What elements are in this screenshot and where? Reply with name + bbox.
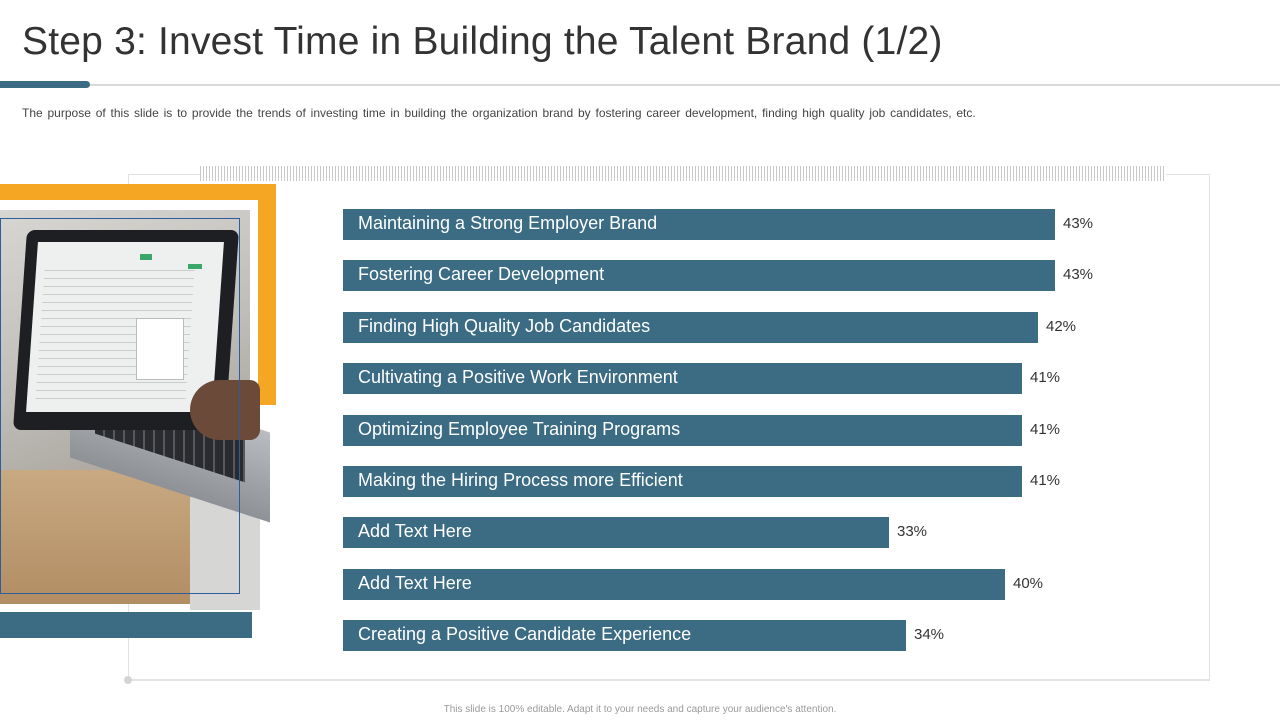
bar-value-label: 40%	[1013, 575, 1044, 592]
frame-dot	[124, 676, 132, 684]
screen-button	[140, 254, 152, 260]
bar	[343, 363, 1022, 394]
bar-label: Add Text Here	[358, 573, 472, 593]
bar-label: Creating a Positive Candidate Experience	[358, 624, 692, 644]
photo-border	[0, 218, 240, 594]
bar	[343, 260, 1055, 291]
slide-footer: This slide is 100% editable. Adapt it to…	[443, 704, 837, 715]
bar	[343, 569, 1005, 600]
title-rule	[0, 84, 1280, 86]
bar-label: Fostering Career Development	[358, 264, 605, 284]
bar-value-label: 42%	[1046, 318, 1077, 335]
frame-bottom-line	[128, 680, 1210, 681]
slide-subtitle: The purpose of this slide is to provide …	[22, 106, 976, 120]
bar-value-label: 43%	[1063, 266, 1094, 283]
bar-label: Finding High Quality Job Candidates	[358, 316, 651, 336]
bar	[343, 209, 1055, 240]
bar-label: Maintaining a Strong Employer Brand	[358, 213, 658, 233]
bar-value-label: 34%	[914, 626, 945, 643]
bar-value-label: 43%	[1063, 215, 1094, 232]
blue-accent-band	[0, 612, 252, 638]
slide-title: Step 3: Invest Time in Building the Tale…	[22, 20, 943, 63]
bar-label: Making the Hiring Process more Efficient	[358, 470, 683, 490]
bar	[343, 517, 889, 548]
bar-label: Add Text Here	[358, 521, 472, 541]
bar-value-label: 41%	[1030, 421, 1061, 438]
screen-popup-menu	[136, 318, 184, 380]
screen-button-secondary	[188, 264, 202, 269]
bar	[343, 466, 1022, 497]
bar	[343, 415, 1022, 446]
bar-value-label: 33%	[897, 523, 928, 540]
title-accent	[0, 81, 90, 88]
bar-value-label: 41%	[1030, 369, 1061, 386]
bar-label: Optimizing Employee Training Programs	[358, 419, 681, 439]
hatch-decoration	[200, 166, 1166, 181]
bar-label: Cultivating a Positive Work Environment	[358, 367, 678, 387]
bar-value-label: 41%	[1030, 472, 1061, 489]
bar	[343, 312, 1038, 343]
bar	[343, 620, 906, 651]
photo-hand	[190, 380, 260, 440]
